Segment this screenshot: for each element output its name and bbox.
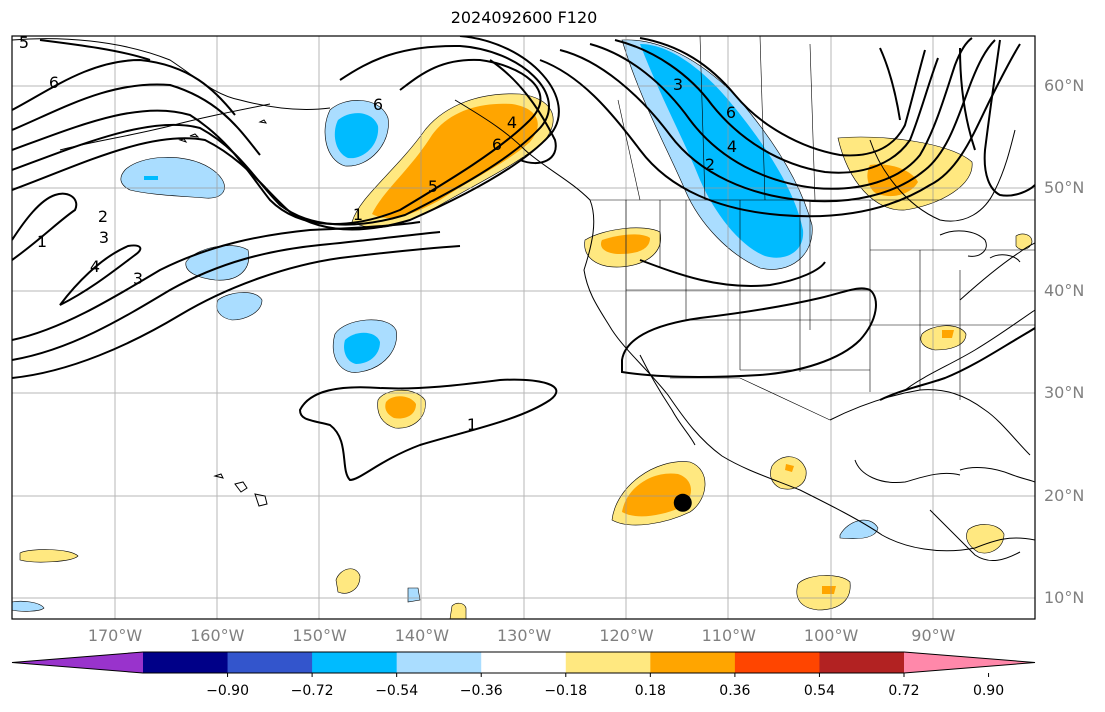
positive-anomaly-region	[770, 456, 807, 490]
positive-anomaly-region	[600, 234, 650, 254]
contour-label: 1	[467, 415, 477, 434]
contour-label: 1	[37, 232, 47, 251]
colorbar-tick-label: −0.36	[459, 683, 503, 699]
shading-layer	[12, 39, 1033, 619]
colorbar-segment	[143, 652, 229, 673]
colorbar-segment	[565, 652, 651, 673]
colorbar-tick-label: 0.54	[803, 683, 836, 699]
contour-label: 3	[99, 228, 109, 247]
contour-label: 4	[90, 257, 100, 276]
negative-anomaly-region	[216, 292, 263, 321]
contour-label: 6	[492, 135, 502, 154]
lat-label: 40°N	[1044, 280, 1085, 300]
contour-label: 5	[19, 33, 29, 52]
coastlines	[12, 38, 1035, 562]
colorbar-segment	[650, 652, 736, 673]
contour-label: 6	[373, 95, 383, 114]
positive-anomaly-region	[372, 103, 538, 219]
contour-label: 6	[49, 73, 59, 92]
colorbar-segment	[734, 652, 820, 673]
negative-anomaly-region	[334, 113, 379, 159]
lat-label: 20°N	[1044, 485, 1085, 505]
colorbar-segment	[481, 652, 567, 673]
lat-label: 50°N	[1044, 178, 1085, 198]
positive-anomaly-region	[19, 549, 79, 563]
contour-label: 1	[353, 205, 363, 224]
graticule	[12, 36, 1035, 619]
lon-label: 130°W	[497, 626, 552, 645]
colorbar	[11, 651, 1036, 677]
colorbar-tick-label: 0.36	[719, 683, 751, 699]
positive-anomaly-region	[1015, 233, 1033, 250]
height-contours	[12, 36, 1035, 482]
negative-anomaly-region	[839, 519, 879, 539]
contour-label: 2	[98, 207, 108, 226]
colorbar-tick-label: 0.72	[888, 683, 920, 699]
lon-label: 110°W	[701, 626, 756, 645]
lon-label: 140°W	[394, 626, 450, 645]
negative-anomaly-region	[144, 176, 158, 180]
colorbar-tick-label: −0.54	[375, 683, 419, 699]
colorbar-segment	[396, 652, 482, 673]
lat-label: 10°N	[1044, 588, 1085, 607]
positive-anomaly-region	[622, 473, 691, 517]
positive-anomaly-region	[966, 524, 1005, 554]
positive-anomaly-region	[335, 568, 361, 594]
negative-anomaly-region	[344, 332, 380, 364]
lon-label: 150°W	[292, 626, 347, 645]
islands	[178, 119, 268, 507]
lon-label: 120°W	[599, 626, 654, 645]
colorbar-segment	[227, 652, 313, 673]
position-marker	[673, 493, 692, 512]
negative-anomaly-region	[12, 600, 45, 612]
contour-label: 2	[705, 155, 715, 174]
map-frame	[11, 35, 1036, 620]
contour-label: 3	[673, 75, 683, 94]
negative-anomaly-region	[407, 587, 421, 603]
map-title: 2024092600 F120	[450, 8, 598, 27]
lat-label: 60°N	[1044, 76, 1085, 95]
colorbar-tick-label: −0.90	[206, 683, 249, 699]
positive-anomaly-region	[449, 602, 467, 619]
contour-label: 6	[726, 103, 736, 122]
lon-label: 160°W	[190, 626, 245, 645]
colorbar-tick-label: −0.72	[290, 683, 334, 699]
colorbar-segment	[819, 652, 905, 673]
contour-label: 4	[727, 137, 737, 156]
lon-label: 170°W	[87, 626, 143, 645]
colorbar-tick-label: 0.90	[972, 683, 1005, 699]
contour-label: 4	[507, 113, 517, 132]
positive-anomaly-region	[942, 330, 954, 338]
colorbar-tick-label: −0.18	[544, 683, 588, 699]
positive-anomaly-region	[822, 586, 836, 594]
contour-label: 5	[428, 177, 438, 196]
positive-anomaly-region	[385, 396, 416, 419]
colorbar-segment	[312, 652, 398, 673]
lat-label: 30°N	[1044, 383, 1085, 403]
negative-anomaly-region	[120, 157, 225, 199]
positive-anomaly-region	[785, 464, 794, 472]
colorbar-extend-low	[12, 652, 143, 673]
contour-label: 3	[133, 269, 143, 288]
colorbar-extend-high	[904, 652, 1035, 673]
lon-label: 100°W	[803, 626, 859, 645]
lon-label: 90°W	[911, 626, 956, 645]
colorbar-tick-label: 0.18	[634, 683, 666, 699]
colorbar-outline	[11, 651, 1036, 674]
